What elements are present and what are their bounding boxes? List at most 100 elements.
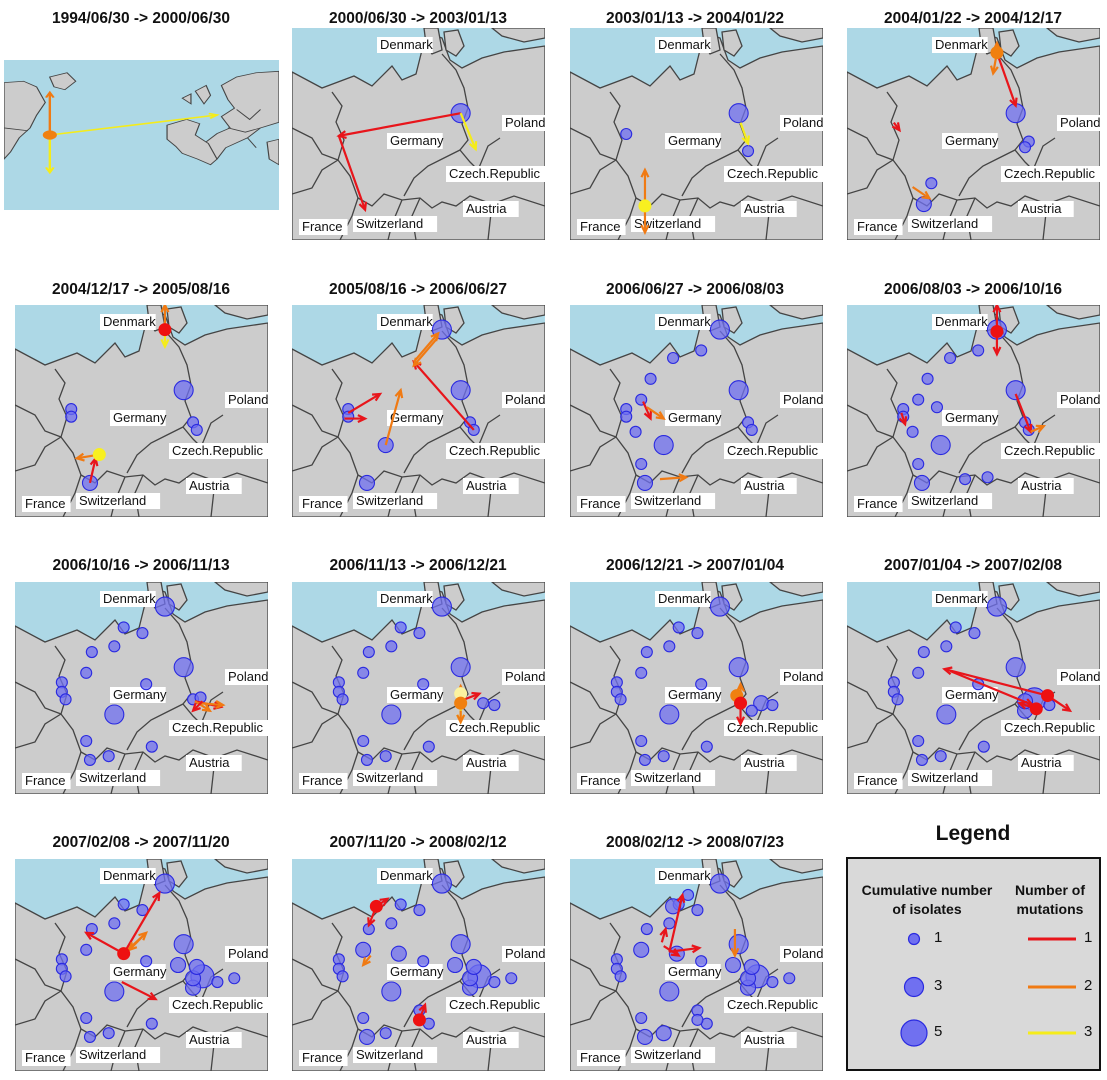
isolate-circle-4 — [891, 693, 904, 706]
isolate-circle-10 — [968, 627, 981, 640]
svg-text:Poland: Poland — [783, 669, 823, 684]
legend-mutation-label-3: 3 — [1084, 1023, 1093, 1040]
svg-text:Poland: Poland — [783, 392, 823, 407]
isolate-circle-15 — [977, 740, 990, 753]
svg-text:Denmark: Denmark — [380, 591, 433, 606]
country-label-czech-republic: Czech.Republic — [446, 997, 545, 1013]
border-line-4 — [681, 980, 739, 1028]
country-label-czech-republic: Czech.Republic — [446, 720, 545, 736]
border-line-7 — [15, 404, 62, 438]
transmission-arrow-4 — [911, 186, 931, 200]
legend-isolate-label-5: 5 — [934, 1023, 943, 1040]
border-line-7 — [292, 127, 339, 161]
panel-title-9: 2006/11/13 -> 2006/12/21 — [329, 557, 507, 574]
isolate-circle-11 — [362, 645, 375, 659]
svg-text:Germany: Germany — [945, 133, 999, 148]
isolate-circle-1 — [173, 657, 194, 678]
isolate-circle-12 — [108, 640, 121, 653]
border-line-4 — [681, 426, 739, 474]
highlight-point-1 — [454, 696, 468, 710]
highlight-point-0 — [990, 325, 1004, 338]
map-panel-13: Denmark Germany Poland Czech.Republic Austri… — [292, 859, 545, 1071]
svg-text:Switzerland: Switzerland — [634, 493, 701, 508]
country-label-austria: Austria — [186, 755, 242, 771]
svg-text:Czech.Republic: Czech.Republic — [1004, 443, 1096, 458]
highlight-point-0 — [369, 899, 383, 913]
border-line-4 — [958, 149, 1016, 197]
border-line-6 — [200, 414, 224, 448]
svg-text:Switzerland: Switzerland — [356, 216, 423, 231]
isolate-circle-20 — [188, 958, 205, 975]
country-label-austria: Austria — [463, 201, 519, 217]
svg-text:Switzerland: Switzerland — [79, 1047, 146, 1062]
country-label-france: France — [577, 773, 626, 789]
land-area-2 — [998, 29, 1020, 57]
panel-title-13: 2007/11/20 -> 2008/02/12 — [329, 834, 507, 851]
country-label-france: France — [22, 496, 71, 512]
svg-text:France: France — [857, 219, 897, 234]
transmission-arrow-4 — [347, 393, 381, 414]
svg-text:Germany: Germany — [113, 687, 167, 702]
border-line-6 — [1032, 137, 1056, 171]
isolate-circle-7 — [83, 753, 97, 766]
svg-text:Germany: Germany — [113, 964, 167, 979]
country-label-poland: Poland — [225, 392, 268, 408]
highlight-point-1 — [412, 1013, 426, 1027]
transmission-arrow-0 — [642, 401, 652, 420]
border-line-6 — [755, 414, 779, 448]
border-line-1 — [15, 713, 62, 749]
svg-text:France: France — [302, 496, 342, 511]
svg-text:Germany: Germany — [390, 133, 444, 148]
transmission-arrow-1 — [669, 946, 700, 953]
isolate-circle-0 — [173, 380, 194, 401]
country-label-austria: Austria — [1018, 755, 1074, 771]
map-panel-2: Denmark Germany Poland Czech.Republic Austri… — [570, 28, 823, 240]
border-line-0 — [609, 91, 823, 209]
isolate-circle-10 — [644, 372, 657, 385]
border-line-1 — [847, 436, 894, 472]
isolate-circle-21 — [446, 956, 464, 974]
country-label-poland: Poland — [1057, 115, 1100, 131]
svg-text:Czech.Republic: Czech.Republic — [727, 443, 819, 458]
isolate-circle-21 — [169, 956, 187, 974]
svg-text:Denmark: Denmark — [103, 868, 156, 883]
country-label-poland: Poland — [780, 669, 823, 685]
svg-text:Germany: Germany — [668, 133, 722, 148]
world-border-3 — [4, 127, 29, 132]
arrow-head-2 — [1024, 423, 1033, 435]
arrow-head-1 — [691, 944, 702, 954]
land-area-2 — [166, 306, 188, 334]
svg-text:Poland: Poland — [505, 392, 545, 407]
panel-title-8: 2006/10/16 -> 2006/11/13 — [52, 557, 230, 574]
border-line-4 — [958, 703, 1016, 751]
svg-text:Switzerland: Switzerland — [356, 493, 423, 508]
svg-text:France: France — [25, 496, 65, 511]
arrow-head-3 — [456, 714, 466, 725]
isolate-circle-5 — [81, 474, 99, 491]
map-panel-14: Denmark Germany Poland Czech.Republic Austri… — [570, 859, 823, 1071]
svg-text:Czech.Republic: Czech.Republic — [1004, 720, 1096, 735]
arrow-head-0 — [942, 666, 953, 676]
arrow-head-3 — [361, 956, 371, 967]
country-label-switzerland: Switzerland — [353, 216, 438, 232]
border-line-7 — [292, 681, 339, 715]
svg-text:Switzerland: Switzerland — [911, 493, 978, 508]
country-label-czech-republic: Czech.Republic — [446, 166, 545, 182]
arrow-head-1 — [84, 931, 95, 940]
isolate-circle-6 — [80, 1011, 93, 1025]
svg-text:Austria: Austria — [1021, 478, 1062, 493]
arrow-head-1 — [992, 346, 1002, 357]
isolate-circle-8 — [379, 1027, 392, 1040]
border-line-4 — [126, 426, 184, 474]
border-line-1 — [570, 990, 617, 1026]
svg-text:Denmark: Denmark — [935, 37, 988, 52]
highlight-point-0 — [638, 199, 652, 213]
transmission-arrow-0 — [338, 112, 461, 137]
isolate-circle-2 — [65, 410, 78, 423]
svg-text:Austria: Austria — [466, 478, 507, 493]
isolate-circle-13 — [357, 666, 370, 679]
isolate-circle-1 — [450, 657, 471, 678]
world-land-6 — [266, 138, 279, 166]
arrow-head-5 — [357, 414, 368, 424]
isolate-circle-11 — [912, 393, 925, 406]
